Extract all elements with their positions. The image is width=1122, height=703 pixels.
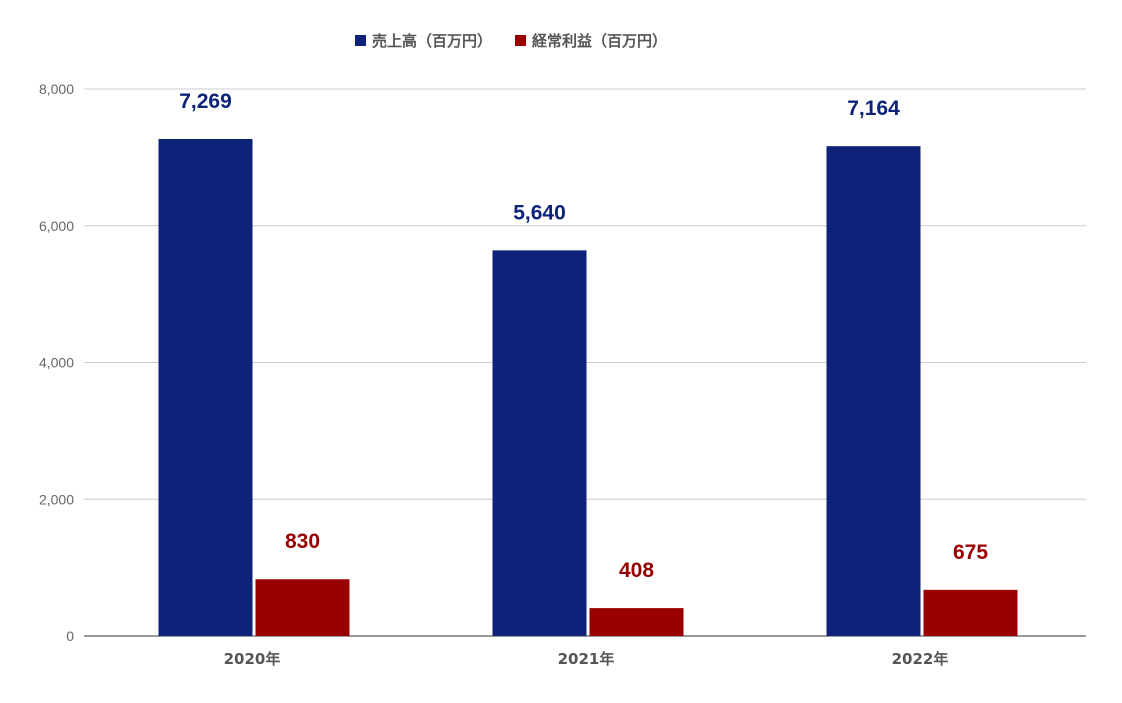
bar-sales-1 xyxy=(492,250,587,637)
bar-ordinary-profit-2 xyxy=(923,589,1018,636)
data-label: 7,164 xyxy=(847,97,900,120)
data-label: 5,640 xyxy=(513,201,566,224)
data-label: 830 xyxy=(285,530,320,553)
y-tick-label: 4,000 xyxy=(39,355,74,371)
bar-sales-2 xyxy=(826,146,921,636)
y-tick-label: 8,000 xyxy=(39,81,74,97)
y-tick-label: 6,000 xyxy=(39,218,74,234)
x-tick-label: 2020年 xyxy=(224,650,281,668)
x-tick-label: 2021年 xyxy=(558,650,615,668)
bar-sales-0 xyxy=(158,138,253,637)
legend-label: 売上高（百万円） xyxy=(372,32,492,50)
data-label: 408 xyxy=(619,559,654,582)
legend-swatch xyxy=(355,35,366,46)
data-label: 7,269 xyxy=(179,90,232,113)
legend-swatch xyxy=(515,35,526,46)
data-label: 675 xyxy=(953,541,988,564)
y-tick-label: 2,000 xyxy=(39,491,74,507)
legend-label: 経常利益（百万円） xyxy=(532,32,667,50)
bar-ordinary-profit-0 xyxy=(255,579,350,636)
x-tick-label: 2022年 xyxy=(892,650,949,668)
y-tick-label: 0 xyxy=(66,628,74,644)
bar-ordinary-profit-1 xyxy=(589,608,684,636)
